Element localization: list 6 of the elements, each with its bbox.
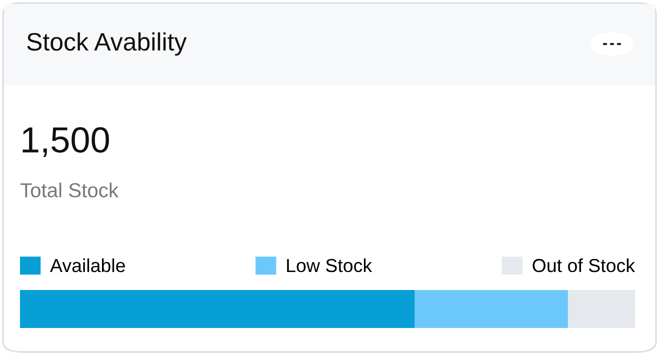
legend-label: Low Stock (287, 258, 372, 272)
text: 1,500 (22, 127, 109, 157)
legend-label: Out of Stock (532, 258, 636, 272)
chart-title: Stock Avability (27, 32, 187, 56)
text: Total Stock (20, 182, 119, 198)
legend-label: Available (50, 258, 125, 272)
